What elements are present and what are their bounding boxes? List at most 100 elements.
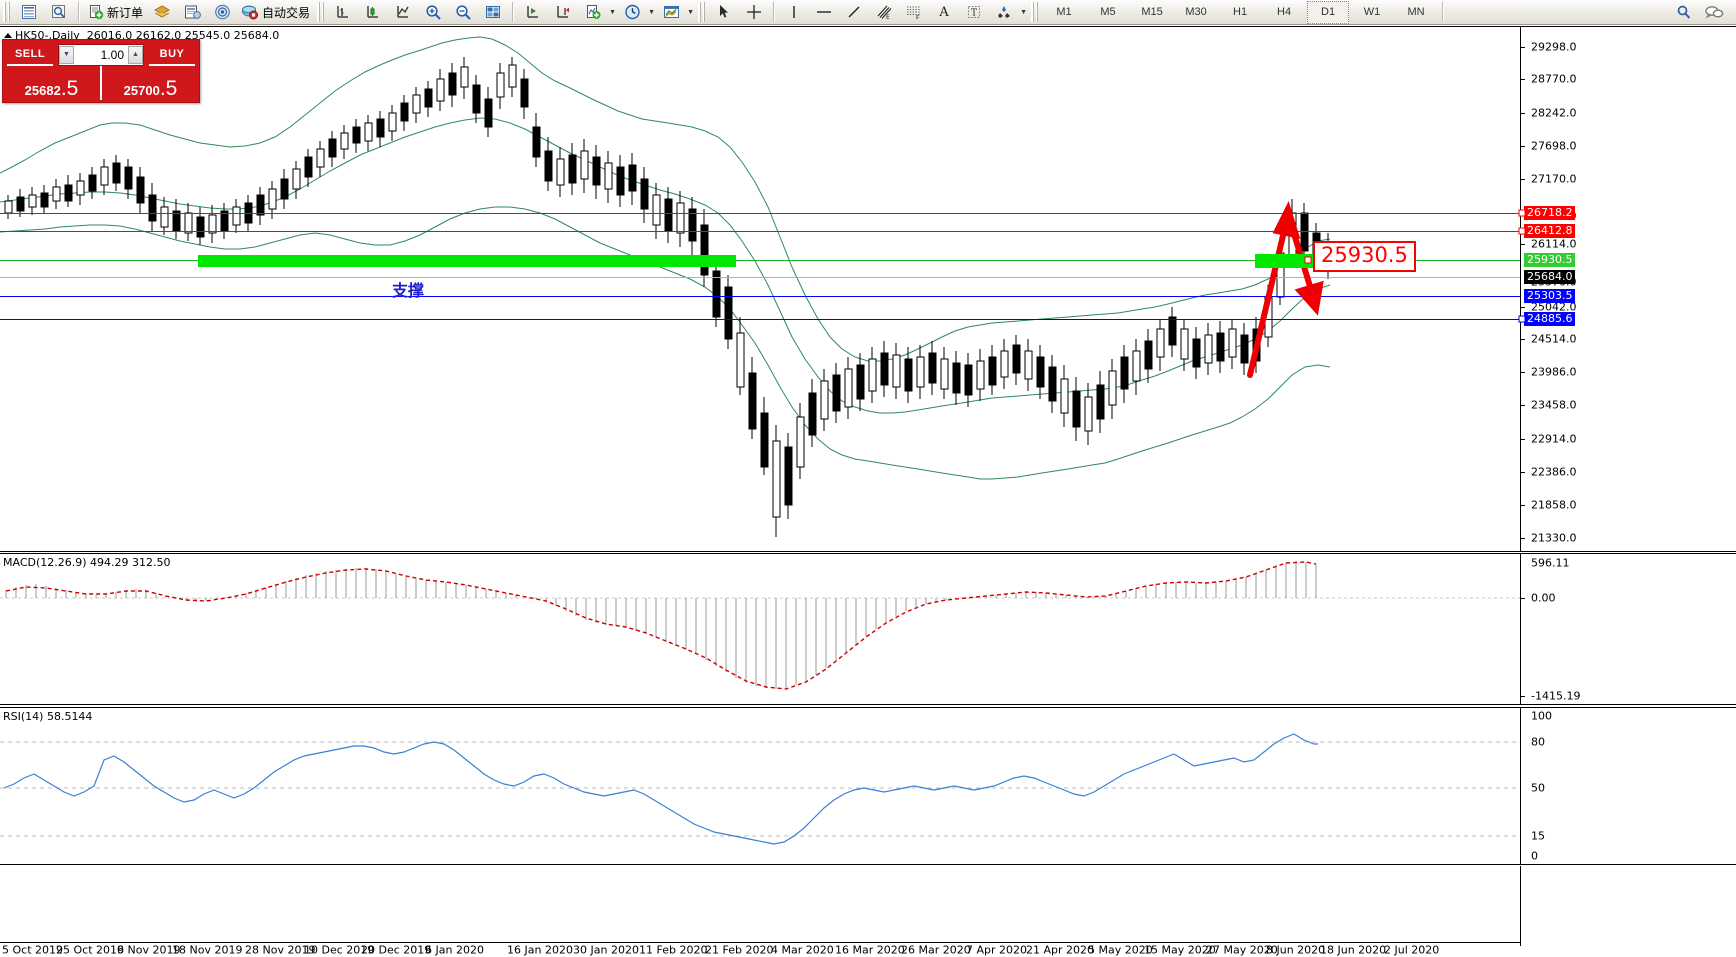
indicators-icon[interactable] [579,0,607,24]
toolbar-grip[interactable] [3,2,11,22]
tab-timeframe-m1[interactable]: M1 [1056,6,1072,18]
tab-timeframe-m30[interactable]: M30 [1185,6,1207,18]
price-pane[interactable]: 支撑 转折点 25930.5 29298.0 28770.0 28242.0 2… [0,27,1736,552]
auto-scroll-icon[interactable] [549,0,577,24]
toolbar-separator-2 [512,2,515,22]
period-clock-icon[interactable] [618,0,646,24]
shapes-dropdown-caret-icon[interactable]: ▼ [1020,8,1027,16]
tab-timeframe-m5[interactable]: M5 [1100,6,1116,18]
price-plot[interactable]: 支撑 转折点 25930.5 [0,27,1520,551]
one-click-trading-panel[interactable]: SELL ▼ 1.00 ▲ BUY 25682.5 25700.5 [2,39,200,103]
zoom-in-icon[interactable] [419,0,447,24]
toolbar-grip-4[interactable] [1031,2,1040,22]
zoom-out-icon[interactable] [449,0,477,24]
sell-price-integer: 25682 [24,83,61,98]
crosshair-icon[interactable] [740,0,768,24]
text-label-icon[interactable]: T [960,0,988,24]
time-tick-16: 21 Apr 2020 [1026,943,1095,957]
expert-advisor-icon[interactable] [148,0,176,24]
support-zone-rectangle[interactable] [198,255,736,267]
collapse-triangle-icon[interactable] [4,33,12,38]
horizontal-line-icon[interactable] [810,0,838,24]
price-tag-25930[interactable]: 25930.5 [1524,253,1575,267]
tab-timeframe-d1[interactable]: D1 [1307,0,1350,24]
period-dropdown-caret-icon[interactable]: ▼ [648,8,655,16]
volume-increment-icon[interactable]: ▲ [128,45,143,64]
price-tag-25684-last[interactable]: 25684.0 [1524,270,1575,284]
buy-button[interactable]: BUY [149,43,195,66]
price-callout-anchor-handle[interactable] [1304,256,1312,264]
price-tag-handle-24885[interactable] [1518,315,1526,323]
chart-shift-icon[interactable] [519,0,547,24]
support-line-25303[interactable] [0,296,1520,297]
price-tick-29298: 29298.0 [1531,40,1577,54]
macd-axis[interactable]: 596.11 0.00 -1415.19 [1520,554,1736,704]
toolbar-grip-2[interactable] [317,2,326,22]
ohlc-values: 26016.0 26162.0 25545.0 25684.0 [86,29,280,42]
price-tag-handle-26718[interactable] [1518,209,1526,217]
tab-timeframe-mn[interactable]: MN [1407,6,1425,18]
bar-chart-icon[interactable] [329,0,357,24]
support-annotation-text[interactable]: 支撑 [392,281,425,300]
last-price-line-25684[interactable] [0,277,1520,278]
indicators-dropdown-caret-icon[interactable]: ▼ [609,8,616,16]
tab-timeframe-h1[interactable]: H1 [1233,6,1248,18]
price-tag-25303[interactable]: 25303.5 [1524,289,1575,303]
price-tag-24885[interactable]: 24885.6 [1524,312,1575,326]
rsi-tick-0: 0 [1531,849,1538,863]
sell-price[interactable]: 25682.5 [3,66,102,100]
text-icon[interactable]: A [930,0,958,24]
chat-icon[interactable] [1700,0,1728,24]
price-tick-26114: 26114.0 [1531,237,1577,251]
resistance-line-26718[interactable] [0,213,1520,214]
volume-decrement-icon[interactable]: ▼ [59,45,74,64]
signals-icon[interactable] [208,0,236,24]
auto-trading-icon[interactable]: 自动交易 [238,0,313,24]
line-chart-icon[interactable] [389,0,417,24]
tab-timeframe-h4[interactable]: H4 [1277,6,1292,18]
price-tag-handle-26412[interactable] [1518,227,1526,235]
price-callout-label[interactable]: 25930.5 [1313,241,1416,272]
fibonacci-icon[interactable]: F [900,0,928,24]
vertical-line-icon[interactable] [780,0,808,24]
time-tick-22: 2 Jul 2020 [1384,943,1440,957]
templates-dropdown-caret-icon[interactable]: ▼ [687,8,694,16]
time-tick-13: 16 Mar 2020 [835,943,905,957]
price-tag-26718[interactable]: 26718.2 [1524,206,1575,220]
support-line-24885[interactable] [0,319,1520,320]
time-tick-20: 8 Jun 2020 [1266,943,1326,957]
time-tick-9: 30 Jan 2020 [573,943,639,957]
data-window-icon[interactable] [45,0,73,24]
equidistant-channel-icon[interactable]: E [870,0,898,24]
tab-timeframe-m15[interactable]: M15 [1141,6,1163,18]
resistance-line-26412[interactable] [0,231,1520,232]
toolbar-grip-3[interactable] [698,2,707,22]
candlestick-chart-icon[interactable] [359,0,387,24]
macd-plot[interactable] [0,554,1520,704]
volume-input[interactable]: ▼ 1.00 ▲ [58,43,144,66]
price-tick-22914: 22914.0 [1531,432,1577,446]
search-icon[interactable] [1670,0,1698,24]
price-axis[interactable]: 29298.0 28770.0 28242.0 27698.0 27170.0 … [1518,27,1736,551]
tab-timeframe-w1[interactable]: W1 [1363,6,1381,18]
rsi-plot[interactable] [0,708,1520,864]
turning-point-line-25930[interactable] [0,260,1520,261]
market-watch-icon[interactable] [15,0,43,24]
strategy-tester-icon[interactable] [178,0,206,24]
svg-text:F: F [916,15,920,21]
rsi-axis[interactable]: 100 80 50 15 0 [1520,708,1736,864]
trendline-icon[interactable] [840,0,868,24]
shapes-icon[interactable] [990,0,1018,24]
tile-windows-icon[interactable] [479,0,507,24]
templates-icon[interactable] [657,0,685,24]
price-tag-26412[interactable]: 26412.8 [1524,224,1575,238]
buy-price[interactable]: 25700.5 [102,66,199,100]
rsi-pane[interactable]: 100 80 50 15 0 RSI(14) 58.5144 [0,707,1736,865]
macd-pane[interactable]: 596.11 0.00 -1415.19 MACD(12.26.9) 494.2… [0,553,1736,705]
new-order-icon[interactable]: 新订单 [85,0,146,24]
time-axis-pane[interactable]: 5 Oct 2019 25 Oct 2019 6 Nov 2019 18 Nov… [0,866,1736,957]
time-axis-line [0,942,1520,943]
volume-value[interactable]: 1.00 [100,47,124,62]
sell-button[interactable]: SELL [7,43,53,66]
cursor-icon[interactable] [710,0,738,24]
